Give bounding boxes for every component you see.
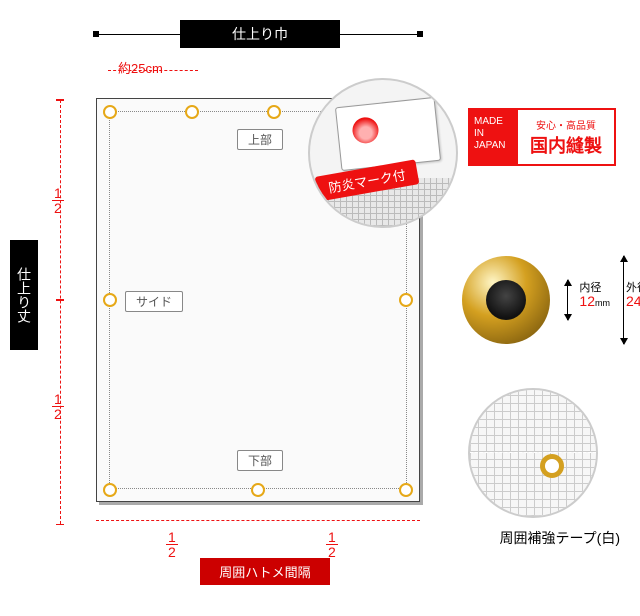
- finished-width-label: 仕上り巾: [180, 20, 340, 48]
- fireproof-certificate: [335, 97, 441, 171]
- fraction-half: 1 2: [52, 392, 64, 421]
- grommet-detail: [462, 256, 550, 344]
- grommet: [251, 483, 265, 497]
- made-in-japan-badge: MADE IN JAPAN 安心・高品質 国内縫製: [468, 108, 616, 166]
- grommet-spacing-label: 周囲ハトメ間隔: [200, 558, 330, 585]
- made-in-label: MADE IN JAPAN: [470, 110, 518, 164]
- dim-cap: [56, 524, 64, 526]
- domestic-sewing-label: 安心・高品質 国内縫製: [518, 110, 614, 164]
- grommet: [185, 105, 199, 119]
- approx-25cm-label: 約25cm: [118, 58, 163, 77]
- fireproof-mark-callout: 防炎マーク付: [308, 78, 458, 228]
- grommet: [103, 483, 117, 497]
- fraction-half: 1 2: [52, 186, 64, 215]
- mesh-texture: [470, 390, 596, 516]
- outer-diameter-label: 外径 24mm: [626, 282, 640, 309]
- inner-diameter-arrow: [567, 280, 569, 320]
- domestic-text: 国内縫製: [530, 132, 602, 158]
- grommet-hole: [486, 280, 526, 320]
- frac-num: 1: [326, 530, 338, 545]
- frac-num: 1: [52, 186, 64, 201]
- grommet: [103, 293, 117, 307]
- frac-num: 1: [52, 392, 64, 407]
- quality-text: 安心・高品質: [536, 117, 596, 132]
- fraction-half: 1 2: [166, 530, 178, 559]
- flame-icon: [351, 116, 380, 145]
- dim-value: 12: [579, 293, 595, 309]
- tape-seam: [470, 452, 596, 453]
- tape-grommet: [540, 454, 564, 478]
- grommet: [399, 483, 413, 497]
- frac-num: 1: [166, 530, 178, 545]
- bottom-area-label: 下部: [237, 450, 283, 471]
- grommet: [267, 105, 281, 119]
- dim-cap: [56, 299, 64, 301]
- fraction-half: 1 2: [326, 530, 338, 559]
- top-area-label: 上部: [237, 129, 283, 150]
- outer-diameter-arrow: [623, 256, 625, 344]
- reinforcement-tape-callout: [468, 388, 598, 518]
- grommet: [399, 293, 413, 307]
- frac-den: 2: [52, 407, 64, 421]
- finished-height-label: 仕上り丈: [10, 240, 38, 350]
- bottom-spacing-line: [96, 520, 420, 521]
- dim-value: 24: [626, 293, 640, 309]
- dim-unit: mm: [595, 298, 610, 308]
- height-dimension-line: [60, 100, 61, 524]
- grommet: [103, 105, 117, 119]
- approx-25cm-line: [108, 70, 198, 71]
- inner-diameter-label: 内径 12mm: [579, 282, 610, 309]
- frac-den: 2: [52, 201, 64, 215]
- side-area-label: サイド: [125, 291, 183, 312]
- frac-den: 2: [166, 545, 178, 559]
- reinforcement-tape-label: 周囲補強テープ(白): [500, 528, 620, 548]
- dim-cap: [56, 99, 64, 101]
- frac-den: 2: [326, 545, 338, 559]
